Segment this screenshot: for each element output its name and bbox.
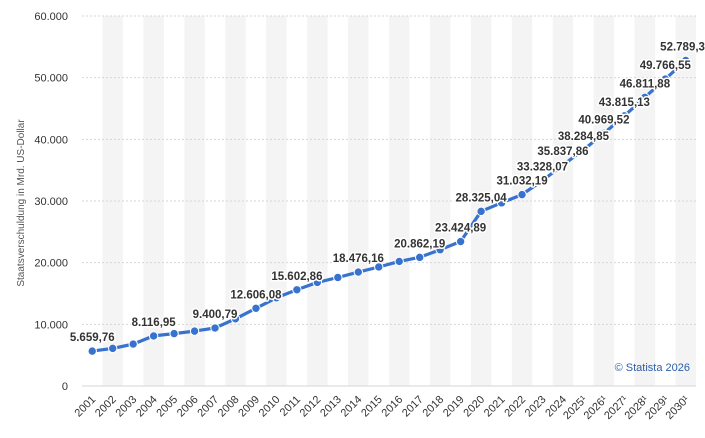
x-tick-label: 2012 <box>298 394 324 420</box>
data-point[interactable] <box>619 111 630 121</box>
data-label: 46.811,88 <box>620 78 671 90</box>
data-point[interactable] <box>271 293 282 303</box>
data-point[interactable] <box>578 145 589 155</box>
x-tick-label: 2018 <box>420 394 446 420</box>
column-band <box>470 16 492 386</box>
column-band <box>143 16 164 386</box>
x-tick-label: 2019 <box>441 394 467 420</box>
data-point[interactable] <box>415 252 425 263</box>
x-axis-ticks: 2001200220032004200520062007200820092010… <box>73 393 693 422</box>
data-point[interactable] <box>87 346 97 356</box>
data-point[interactable] <box>374 262 384 272</box>
x-tick-label: 2001 <box>73 394 99 420</box>
data-point[interactable] <box>517 189 527 200</box>
data-point[interactable] <box>189 326 200 336</box>
data-point[interactable] <box>333 272 343 283</box>
data-label: 52.789,36 <box>660 41 705 53</box>
data-point[interactable] <box>681 55 691 66</box>
data-label: 40.969,52 <box>578 114 629 126</box>
data-label: 38.284,85 <box>558 131 610 143</box>
x-tick-label: 2023 <box>523 394 549 420</box>
data-label: 43.815,13 <box>599 97 650 109</box>
column-band <box>675 16 696 386</box>
data-point[interactable] <box>476 206 486 217</box>
data-point[interactable] <box>394 256 404 267</box>
y-tick-label: 10.000 <box>34 319 68 331</box>
data-point[interactable] <box>169 328 179 339</box>
y-tick-label: 0 <box>62 381 68 393</box>
data-point[interactable] <box>148 331 159 341</box>
column-band <box>102 16 123 386</box>
x-tick-label: 2007 <box>195 394 221 420</box>
data-label: 23.424,89 <box>435 223 486 235</box>
data-label: 18.476,16 <box>333 253 384 265</box>
data-point[interactable] <box>537 175 548 186</box>
data-point[interactable] <box>558 160 568 170</box>
data-point[interactable] <box>353 267 363 277</box>
x-tick-label: 2004 <box>134 394 160 420</box>
data-point[interactable] <box>640 92 650 103</box>
column-band <box>634 16 656 386</box>
y-tick-label: 30.000 <box>34 196 68 208</box>
x-tick-label: 2006 <box>175 394 201 420</box>
data-label: 8.116,95 <box>132 317 177 329</box>
x-tick-label: 2021 <box>482 394 508 420</box>
data-point[interactable] <box>230 314 241 324</box>
data-label: 33.328,07 <box>517 161 568 173</box>
column-band <box>429 16 451 386</box>
data-point[interactable] <box>292 285 302 295</box>
x-tick-label: 2017 <box>400 394 426 420</box>
credit-text[interactable]: © Statista 2026 <box>615 362 690 374</box>
column-band <box>307 16 328 386</box>
data-label: 28.325,04 <box>456 192 508 204</box>
y-tick-label: 20.000 <box>34 258 68 270</box>
data-labels: 5.659,76 8.116,95 9.400,79 12.606,08 15.602,… <box>68 40 705 346</box>
column-band <box>266 16 287 386</box>
x-tick-label: 2015 <box>359 394 385 420</box>
data-label: 9.400,79 <box>193 309 238 321</box>
data-point[interactable] <box>128 339 138 349</box>
x-tick-label: 2009 <box>236 394 262 420</box>
data-point[interactable] <box>599 128 609 139</box>
data-point[interactable] <box>660 74 670 84</box>
x-tick-label: 2022 <box>502 394 528 420</box>
data-point[interactable] <box>496 198 507 208</box>
data-label: 49.766,55 <box>640 60 692 72</box>
y-tick-label: 50.000 <box>34 73 68 85</box>
x-tick-label: 2014 <box>339 394 365 420</box>
x-tick-label: 2011 <box>278 394 303 419</box>
y-tick-label: 40.000 <box>34 134 68 146</box>
x-tick-label: 2030¹ <box>664 393 693 422</box>
data-point[interactable] <box>251 303 261 313</box>
data-label: 31.032,19 <box>496 176 547 188</box>
y-axis-label: Staatsverschuldung in Mrd. US-Dollar <box>16 119 27 287</box>
data-label: 35.837,86 <box>537 146 588 158</box>
data-label: 20.862,19 <box>394 238 445 250</box>
gridlines <box>82 15 696 387</box>
data-point[interactable] <box>455 236 466 247</box>
x-tick-label: 2013 <box>318 394 344 420</box>
data-points <box>87 55 691 356</box>
x-tick-label: 2016 <box>380 394 406 420</box>
x-tick-label: 2003 <box>113 394 139 420</box>
data-point[interactable] <box>312 277 323 288</box>
y-tick-label: 60.000 <box>34 11 68 23</box>
data-point[interactable] <box>210 323 220 333</box>
data-label: 12.606,08 <box>230 289 282 301</box>
x-tick-label: 2005 <box>154 394 180 420</box>
x-tick-label: 2020 <box>461 394 487 420</box>
x-tick-label: 2010 <box>257 394 283 420</box>
data-label: 5.659,76 <box>70 332 115 344</box>
x-tick-label: 2002 <box>93 394 119 420</box>
data-label: 15.602,86 <box>271 271 322 283</box>
data-point[interactable] <box>108 343 118 354</box>
y-axis-ticks: 0 10.000 20.000 30.000 40.000 50.000 60.000 <box>34 11 68 393</box>
data-point[interactable] <box>435 245 445 255</box>
x-tick-label: 2008 <box>216 394 242 420</box>
